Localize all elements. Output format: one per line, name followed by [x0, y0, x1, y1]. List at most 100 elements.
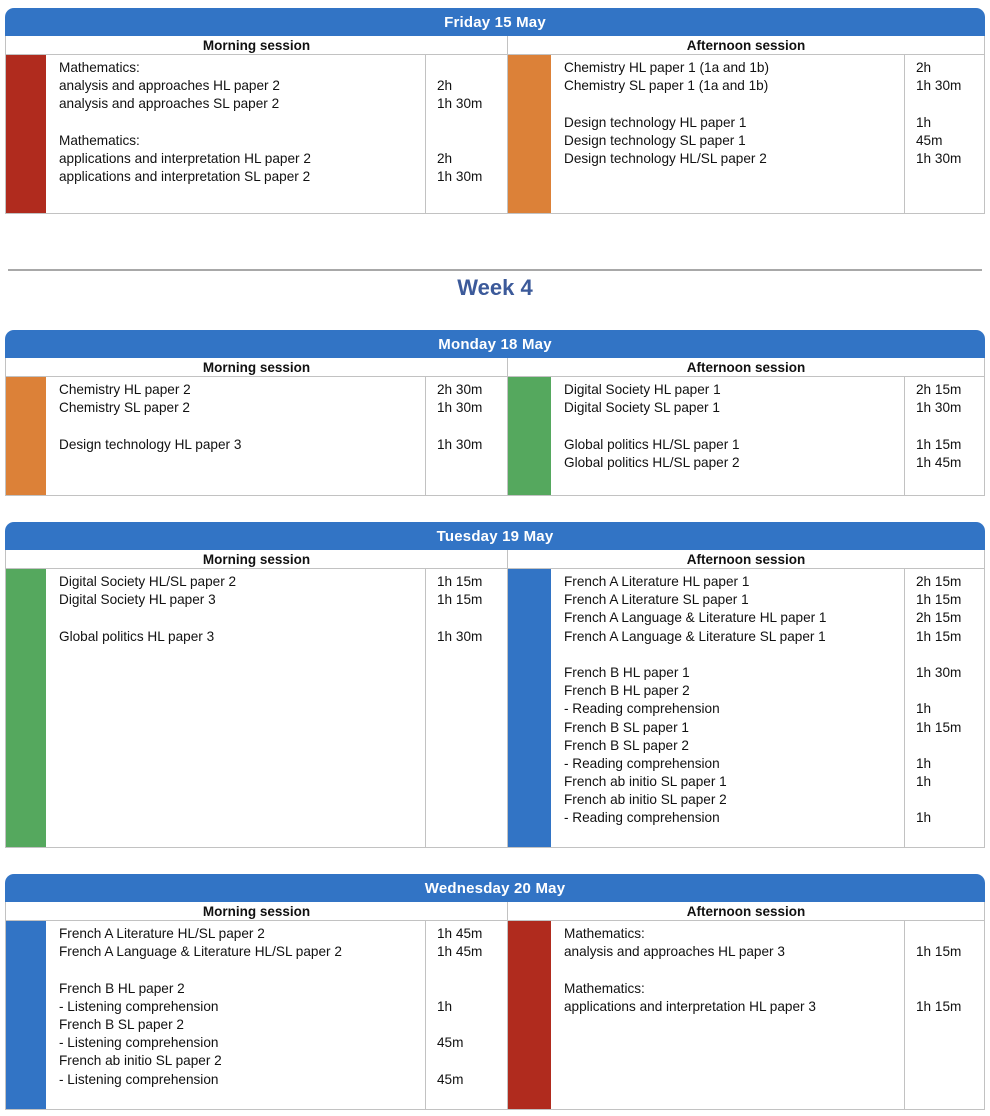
- exam-name: [59, 417, 421, 435]
- exam-duration: [916, 925, 984, 943]
- exam-names-column: Chemistry HL paper 1 (1a and 1b) Chemistr…: [551, 55, 904, 213]
- exam-name: [59, 609, 421, 627]
- afternoon-session-header: Afternoon session: [686, 37, 806, 53]
- exam-duration: 2h 15m: [916, 382, 962, 397]
- exam-duration: 45m: [437, 1071, 464, 1087]
- afternoon-session-block: Digital Society HL paper 1 Digital Societ…: [508, 377, 984, 495]
- exam-name: [59, 961, 421, 979]
- exam-name: French ab initio SL paper 1: [564, 774, 727, 790]
- exam-duration: 1h 30m: [916, 664, 962, 680]
- exam-name: - Reading comprehension: [564, 701, 720, 717]
- day-title: Monday 18 May: [438, 335, 552, 353]
- exam-durations-column: 2h 15m 1h 30m 1h 15m 1h 45m: [904, 377, 984, 495]
- subject-color-bar: [508, 569, 551, 847]
- day-table-friday: Friday 15 May Morning session Afternoon …: [5, 8, 985, 214]
- exam-duration: [437, 59, 507, 77]
- exam-name: analysis and approaches HL paper 3: [564, 944, 785, 960]
- exam-name: Design technology SL paper 1: [564, 132, 746, 148]
- exam-name: French B HL paper 2: [59, 980, 185, 996]
- exam-name: [564, 961, 900, 979]
- morning-session-block: Chemistry HL paper 2 Chemistry SL paper 2…: [6, 377, 508, 495]
- exam-duration: 1h: [437, 998, 453, 1014]
- exam-name: French A Language & Literature HL paper …: [564, 610, 827, 626]
- exam-name: Global politics HL paper 3: [59, 628, 215, 644]
- day-table-body: Morning session Afternoon session Chemis…: [5, 358, 985, 496]
- exam-name: Digital Society HL paper 1: [564, 382, 721, 397]
- exam-duration: [437, 1016, 507, 1034]
- exam-duration: 1h 45m: [437, 944, 483, 960]
- exam-duration: 1h 45m: [916, 454, 962, 470]
- exam-name: - Listening comprehension: [59, 1071, 219, 1087]
- exam-name: French A Literature HL/SL paper 2: [59, 926, 265, 941]
- exam-name: Mathematics:: [564, 926, 645, 941]
- exam-name: applications and interpretation HL paper…: [564, 998, 816, 1014]
- day-title: Friday 15 May: [444, 13, 546, 31]
- day-table-monday: Monday 18 May Morning session Afternoon …: [5, 330, 985, 496]
- exam-name: French A Language & Literature SL paper …: [564, 628, 826, 644]
- subject-color-bar: [508, 921, 551, 1109]
- day-header: Monday 18 May: [5, 330, 985, 358]
- exam-duration: [916, 791, 984, 809]
- exam-names-column: French A Literature HL paper 1 French A L…: [551, 569, 904, 847]
- exam-name: French A Literature SL paper 1: [564, 592, 749, 608]
- exam-duration: [437, 980, 507, 998]
- exam-duration: 2h: [437, 150, 453, 166]
- exam-duration: 1h 30m: [916, 400, 962, 416]
- exam-name: French A Language & Literature HL/SL pap…: [59, 944, 342, 960]
- exam-duration: 2h 15m: [916, 574, 962, 589]
- morning-session-block: Digital Society HL/SL paper 2 Digital Soc…: [6, 569, 508, 847]
- afternoon-session-block: French A Literature HL paper 1 French A L…: [508, 569, 984, 847]
- exam-duration: [437, 114, 507, 132]
- exam-duration: 1h 30m: [916, 78, 962, 94]
- exam-duration: [916, 737, 984, 755]
- exam-duration: 1h: [916, 701, 932, 717]
- exam-durations-column: 1h 45m 1h 45m 1h 45m 45m: [425, 921, 507, 1109]
- exam-name: French B SL paper 1: [564, 719, 689, 735]
- exam-names-column: Mathematics: analysis and approaches HL p…: [46, 55, 425, 213]
- session-header-row: Morning session Afternoon session: [6, 902, 984, 921]
- exam-duration: 1h 45m: [437, 926, 483, 941]
- exam-name: Design technology HL/SL paper 2: [564, 150, 767, 166]
- exam-duration: 2h: [437, 78, 453, 94]
- exam-duration: 2h 15m: [916, 610, 962, 626]
- day-table-body: Morning session Afternoon session French…: [5, 902, 985, 1110]
- morning-session-block: Mathematics: analysis and approaches HL p…: [6, 55, 508, 213]
- exam-name: Global politics HL/SL paper 2: [564, 454, 740, 470]
- exam-name: Chemistry SL paper 2: [59, 400, 190, 416]
- exam-names-column: Digital Society HL/SL paper 2 Digital Soc…: [46, 569, 425, 847]
- day-header: Tuesday 19 May: [5, 522, 985, 550]
- exam-duration: 1h 15m: [437, 574, 483, 589]
- exam-name: Chemistry HL paper 2: [59, 382, 191, 397]
- exam-duration: [916, 682, 984, 700]
- exam-name: [564, 95, 900, 113]
- session-header-row: Morning session Afternoon session: [6, 550, 984, 569]
- sessions-content-row: Digital Society HL/SL paper 2 Digital Soc…: [6, 569, 984, 847]
- exam-name: Digital Society SL paper 1: [564, 400, 720, 416]
- afternoon-session-header: Afternoon session: [686, 903, 806, 919]
- exam-name: [59, 114, 421, 132]
- subject-color-bar: [508, 55, 551, 213]
- exam-duration: 45m: [437, 1035, 464, 1051]
- day-header: Friday 15 May: [5, 8, 985, 36]
- exam-duration: 1h: [916, 755, 932, 771]
- day-table-tuesday: Tuesday 19 May Morning session Afternoon…: [5, 522, 985, 848]
- exam-duration: 1h 15m: [916, 628, 962, 644]
- day-table-body: Morning session Afternoon session Mathem…: [5, 36, 985, 214]
- exam-duration: 2h: [916, 60, 932, 75]
- exam-name: Mathematics:: [59, 132, 140, 148]
- exam-name: Design technology HL paper 3: [59, 436, 242, 452]
- exam-duration: 2h 30m: [437, 382, 483, 397]
- exam-duration: 1h 30m: [916, 150, 962, 166]
- exam-name: applications and interpretation SL paper…: [59, 169, 311, 185]
- exam-duration: [437, 961, 507, 979]
- morning-session-header: Morning session: [6, 550, 508, 568]
- exam-duration: 1h 30m: [437, 628, 483, 644]
- exam-name: French B SL paper 2: [564, 737, 689, 753]
- afternoon-session-header: Afternoon session: [686, 551, 806, 567]
- exam-durations-column: 2h 1h 30m 2h 1h 30m: [425, 55, 507, 213]
- afternoon-session-block: Mathematics: analysis and approaches HL p…: [508, 921, 984, 1109]
- exam-name: French ab initio SL paper 2: [564, 792, 727, 808]
- exam-names-column: Digital Society HL paper 1 Digital Societ…: [551, 377, 904, 495]
- subject-color-bar: [6, 55, 46, 213]
- exam-name: Mathematics:: [59, 60, 140, 75]
